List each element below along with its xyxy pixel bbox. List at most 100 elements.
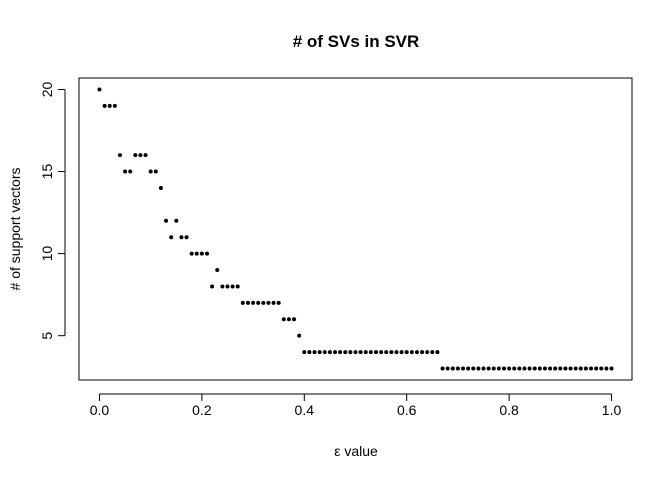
data-point [594,366,599,371]
data-point [430,350,435,355]
data-point [542,366,547,371]
data-point [517,366,522,371]
data-point [138,153,143,158]
data-point [440,366,445,371]
data-point [435,350,440,355]
data-point [251,300,256,305]
data-point [286,317,291,322]
y-axis-label: # of support vectors [7,168,23,291]
data-point [589,366,594,371]
x-tick-label: 0.2 [192,402,212,418]
data-point [425,350,430,355]
data-point [389,350,394,355]
y-tick-label: 15 [39,164,55,180]
data-point [394,350,399,355]
data-point [486,366,491,371]
data-point [455,366,460,371]
data-point [471,366,476,371]
data-point [450,366,455,371]
data-point [225,284,230,289]
data-point [317,350,322,355]
data-point [409,350,414,355]
data-point [174,218,179,223]
chart-title: # of SVs in SVR [293,32,420,51]
data-point [461,366,466,371]
data-point [327,350,332,355]
data-point [399,350,404,355]
data-point [158,185,163,190]
data-point [379,350,384,355]
data-point [164,218,169,223]
data-point [240,300,245,305]
x-axis: 0.0 0.2 0.4 0.6 0.8 1.0 [90,393,622,418]
data-point [97,87,102,92]
data-point [373,350,378,355]
data-point [153,169,158,174]
data-point [189,251,194,256]
x-tick-label: 0.0 [90,402,110,418]
data-point [338,350,343,355]
data-point [363,350,368,355]
data-point [384,350,389,355]
data-point [281,317,286,322]
data-point [353,350,358,355]
data-point [507,366,512,371]
data-point [266,300,271,305]
x-tick-label: 1.0 [602,402,622,418]
data-point [205,251,210,256]
x-axis-label: ε value [334,443,378,459]
data-point [496,366,501,371]
data-point [307,350,312,355]
data-point [184,235,189,240]
data-point [573,366,578,371]
x-tick-label: 0.4 [295,402,315,418]
data-point [578,366,583,371]
data-point [194,251,199,256]
data-point [466,366,471,371]
data-point [297,333,302,338]
data-point [220,284,225,289]
data-point [117,153,122,158]
y-axis: 5 10 15 20 [39,81,66,340]
data-point [512,366,517,371]
data-point [609,366,614,371]
data-point [445,366,450,371]
data-point [358,350,363,355]
data-points [97,87,614,371]
data-point [527,366,532,371]
data-point [481,366,486,371]
data-point [199,251,204,256]
data-point [133,153,138,158]
data-point [548,366,553,371]
data-point [210,284,215,289]
data-point [563,366,568,371]
y-tick-label: 10 [39,246,55,262]
y-tick-label: 5 [39,332,55,340]
data-point [558,366,563,371]
data-point [235,284,240,289]
data-point [348,350,353,355]
data-point [102,103,107,108]
data-point [604,366,609,371]
data-point [276,300,281,305]
y-tick-label: 20 [39,81,55,97]
data-point [292,317,297,322]
data-point [112,103,117,108]
data-point [169,235,174,240]
data-point [148,169,153,174]
data-point [532,366,537,371]
data-point [143,153,148,158]
x-tick-label: 0.8 [499,402,519,418]
data-point [476,366,481,371]
data-point [215,268,220,273]
data-point [107,103,112,108]
data-point [261,300,266,305]
data-point [312,350,317,355]
data-point [343,350,348,355]
plot-area-frame [78,77,633,381]
data-point [491,366,496,371]
data-point [420,350,425,355]
x-tick-label: 0.6 [397,402,417,418]
data-point [583,366,588,371]
